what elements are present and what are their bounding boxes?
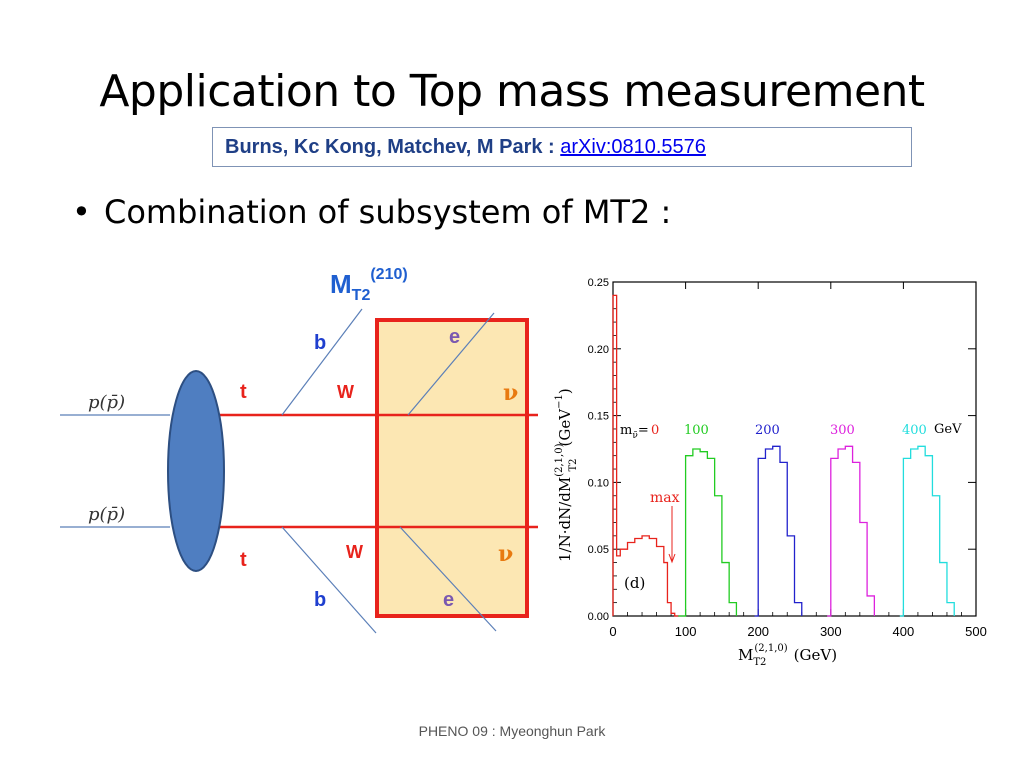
series-400-line [899,445,955,617]
legend-prefix-m: m [620,423,632,438]
max-annotation: max [650,490,680,506]
legend-entry-100: 100 [684,423,709,438]
label-w-lower: W [346,542,363,562]
x-tick-label: 500 [965,624,987,639]
legend-entry-300: 300 [830,423,855,438]
y-tick-label: 0.15 [588,411,609,423]
panel-label: (d) [624,574,645,592]
series-0-line [612,294,679,617]
bullet-item: • Combination of subsystem of MT2 : [72,190,671,234]
label-b-upper: b [314,332,326,354]
footer: PHENO 09 : Myeonghun Park [418,723,606,739]
e-line-upper [407,312,495,416]
slide-title: Application to Top mass measurement [99,66,925,117]
x-tick-label: 100 [675,624,697,639]
label-nu-lower: ν [498,541,513,567]
x-axis-label-unit: (GeV) [794,646,837,664]
y-axis-label-sub: T2 [568,458,579,471]
citation-authors: Burns, Kc Kong, Matchev, M Park : [225,136,561,158]
label-e-lower: e [443,589,454,611]
legend-entry-0: 0 [651,423,659,438]
series-300-line [827,445,876,617]
y-axis-label-unit-exp: −1 [554,394,565,409]
x-tick-label: 200 [747,624,769,639]
label-nu-upper: ν [503,380,518,406]
y-axis-label: 1/N·dN/dM(2,1,0) T2 (GeV−1) [554,388,579,562]
y-tick-label: 0.20 [588,344,609,356]
label-w-upper: W [337,382,354,402]
subsystem-box [375,318,529,618]
y-axis-label-sup: (2,1,0) [554,443,565,476]
max-arrow-head [668,553,676,564]
b-line-upper [281,308,363,416]
bullet-dot-icon: • [72,193,91,231]
label-t-lower: t [240,549,247,571]
legend-eq: = [638,423,649,438]
x-axis-label-sub: T2 [753,657,766,668]
decay-diagram: p(p̄) p(p̄) MT2 (210) b b t t W W e e ν ν [60,266,538,634]
citation-box: Burns, Kc Kong, Matchev, M Park : arXiv:… [212,127,912,167]
legend-prefix-sub: ν̃ [632,430,637,441]
x-tick-label: 0 [609,624,616,639]
y-axis-label-unit: (GeV [556,408,574,447]
e-line-lower [399,526,497,632]
legend-entry-400: 400 [902,423,927,438]
x-tick-label: 300 [820,624,842,639]
label-e-upper: e [449,326,460,348]
x-axis-label: MT2 (2,1,0) (GeV) [738,643,837,668]
b-line-lower [281,526,377,634]
collision-blob [167,370,225,572]
legend-prefix: mν̃= [620,423,649,441]
y-tick-label: 0.00 [588,611,609,623]
series-100-line [678,448,738,617]
bullet-text: Combination of subsystem of MT2 : [104,193,672,231]
chart-legend: mν̃= GeV 0 100 200 300 400 [620,422,962,441]
mt2-distribution-chart: 0 100 200 300 400 500 0.00 0.05 0.10 0.15 0.20 0.25… [554,277,987,668]
mt2-sup: (210) [370,266,407,283]
y-tick-label: 0.10 [588,477,609,489]
incoming-label-bottom: p(p̄) [88,504,125,525]
y-axis-label-text: 1/N·dN/dM [556,477,574,562]
y-axis-label-unit-close: ) [556,388,574,394]
y-tick-label: 0.05 [588,544,609,556]
mt2-label: MT2 (210) [330,266,408,304]
incoming-label-top: p(p̄) [88,392,125,413]
legend-unit: GeV [934,422,962,437]
arxiv-link[interactable]: arXiv:0810.5576 [560,136,706,158]
x-axis-label-main: M [738,646,753,664]
x-tick-label: 400 [893,624,915,639]
mt2-main: M [330,269,352,299]
label-t-upper: t [240,381,247,403]
y-tick-label: 0.25 [588,277,609,289]
x-axis-label-sup: (2,1,0) [754,643,787,654]
legend-entry-200: 200 [755,423,780,438]
series-200-line [754,445,803,617]
mt2-sub: T2 [352,287,371,304]
label-b-lower: b [314,589,326,611]
